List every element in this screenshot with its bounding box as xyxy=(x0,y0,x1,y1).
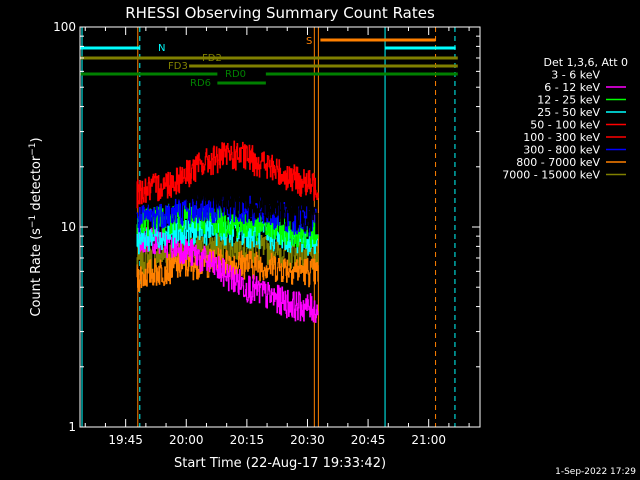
chart-title: RHESSI Observing Summary Count Rates xyxy=(125,4,435,22)
legend-entry-label: 800 - 7000 keV xyxy=(516,156,600,169)
legend-entry-label: 3 - 6 keV xyxy=(551,69,600,82)
x-tick-label: 20:00 xyxy=(169,433,204,447)
x-tick-label: 20:15 xyxy=(230,433,265,447)
y-tick-label: 100 xyxy=(53,20,76,34)
x-tick-label: 20:45 xyxy=(351,433,386,447)
footer-timestamp: 1-Sep-2022 17:29 xyxy=(555,467,636,477)
series-trace-6 xyxy=(136,178,319,235)
y-axis-label: Count Rate (s−1 detector−1) xyxy=(28,137,44,316)
series-trace-2 xyxy=(136,226,319,323)
x-tick-label: 20:30 xyxy=(290,433,325,447)
flag-label-rd0: RD0 xyxy=(225,69,246,80)
legend-entry-label: 7000 - 15000 keV xyxy=(502,169,600,182)
flag-label-s: S xyxy=(306,36,312,47)
y-tick-label: 10 xyxy=(61,220,76,234)
legend-entry-label: 50 - 100 keV xyxy=(530,119,600,132)
x-tick-label: 21:00 xyxy=(411,433,446,447)
y-tick-label: 1 xyxy=(68,420,76,434)
legend-entry-label: 12 - 25 keV xyxy=(537,94,600,107)
series-trace-7 xyxy=(136,140,319,209)
x-tick-label: 19:45 xyxy=(108,433,143,447)
legend-header: Det 1,3,6, Att 0 xyxy=(544,56,628,69)
legend-entry-label: 6 - 12 keV xyxy=(544,81,600,94)
legend-entry-label: 100 - 300 keV xyxy=(523,131,600,144)
legend-entry-label: 25 - 50 keV xyxy=(537,106,600,119)
x-axis-label: Start Time (22-Aug-17 19:33:42) xyxy=(174,456,386,471)
flag-label-rd6: RD6 xyxy=(190,78,211,89)
flag-label-fd3: FD3 xyxy=(168,61,188,72)
flag-label-fd2: FD2 xyxy=(202,53,222,64)
legend-entry-label: 300 - 800 keV xyxy=(523,144,600,157)
flag-label-n: N xyxy=(158,43,165,54)
